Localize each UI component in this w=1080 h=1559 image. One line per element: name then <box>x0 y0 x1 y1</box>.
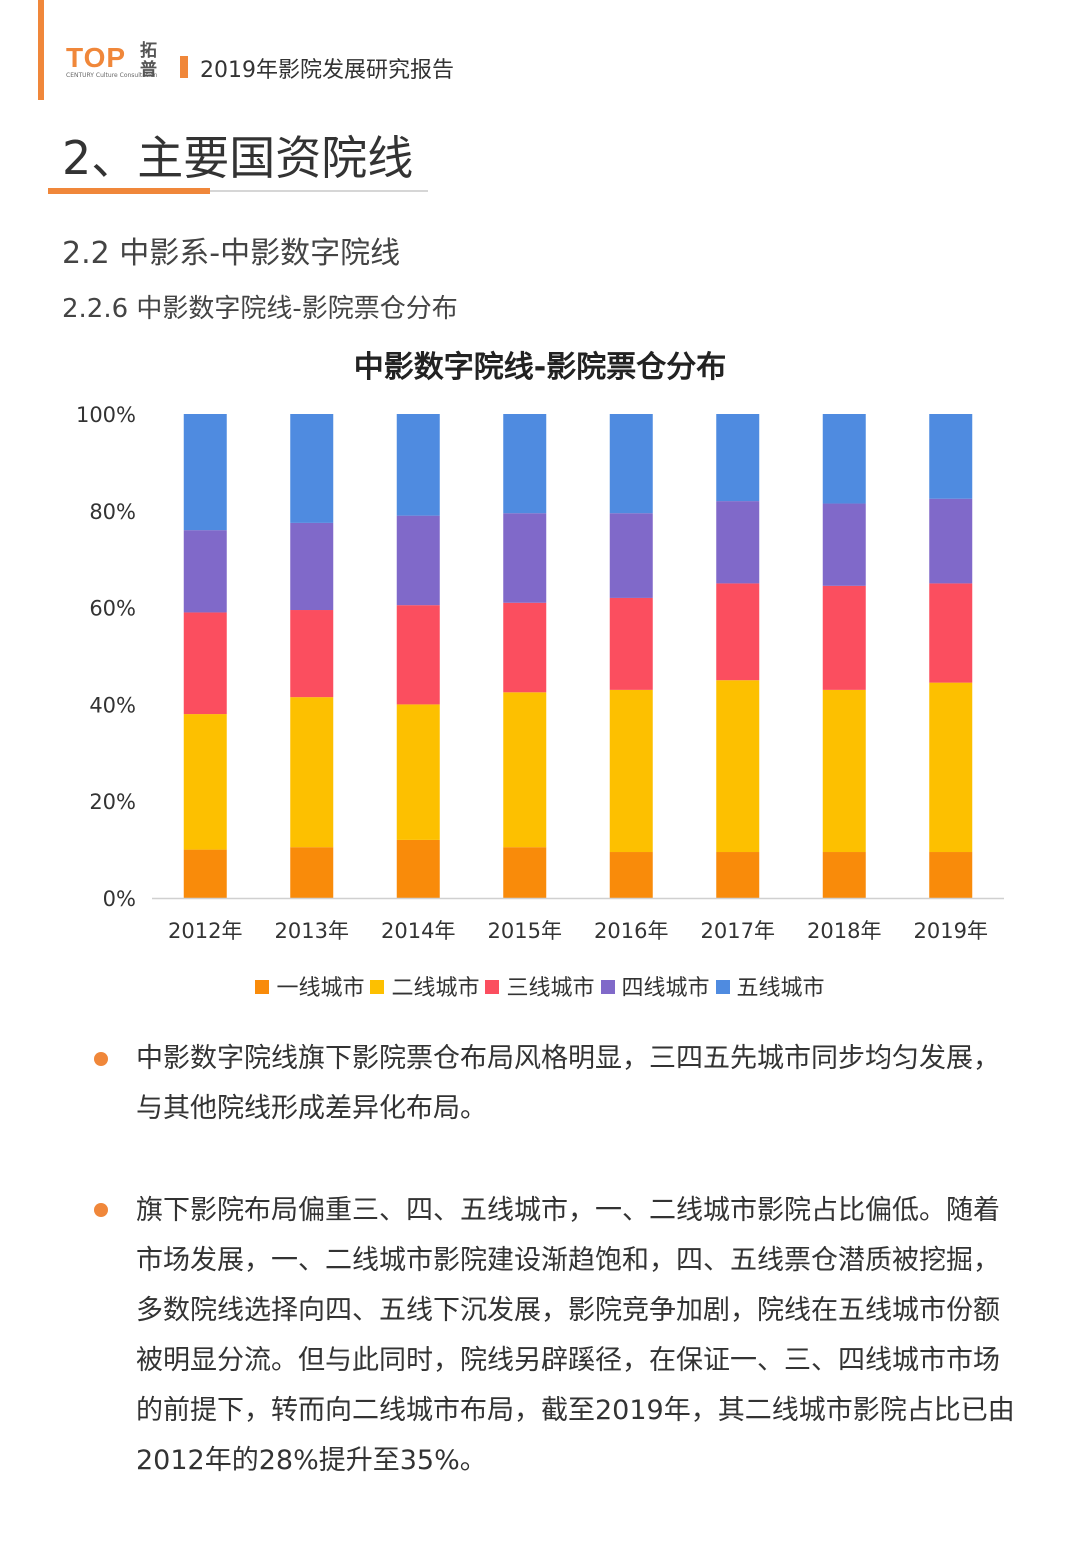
bar-segment <box>929 583 973 683</box>
legend-label: 三线城市 <box>506 976 595 1001</box>
bar-segment <box>929 852 973 898</box>
bar-segment <box>503 692 547 848</box>
bar-segment <box>929 682 973 853</box>
bar-segment <box>822 852 866 898</box>
bar-segment <box>609 597 653 690</box>
bar-segment <box>290 697 334 848</box>
chart-legend: 一线城市 二线城市 三线城市 四线城市 五线城市 <box>0 970 1080 1002</box>
section-subtitle: 2.2 中影系-中影数字院线 <box>62 236 401 271</box>
bar-segment <box>716 583 760 681</box>
legend-swatch <box>715 980 730 994</box>
legend-label: 二线城市 <box>391 976 480 1001</box>
bar-segment <box>503 414 547 514</box>
bar-segment <box>396 515 440 606</box>
legend-swatch <box>370 980 385 994</box>
legend-item: 五线城市 <box>715 970 825 1002</box>
section-subsubtitle: 2.2.6 中影数字院线-影院票仓分布 <box>62 294 458 324</box>
bar-segment <box>609 852 653 898</box>
bar-segment <box>396 605 440 705</box>
bar-segment <box>716 414 760 502</box>
legend-label: 一线城市 <box>276 976 365 1001</box>
y-tick-label: 80% <box>89 500 136 524</box>
logo-subtitle: CENTURY Culture Consultation <box>66 72 158 79</box>
x-tick-label: 2016年 <box>594 919 668 943</box>
bar-segment <box>609 689 653 853</box>
bullet-dot-2 <box>94 1203 108 1217</box>
bar-segment <box>822 689 866 853</box>
chart-title: 中影数字院线-影院票仓分布 <box>353 350 727 385</box>
bar-segment <box>290 522 334 611</box>
bar-segment <box>396 704 440 840</box>
y-tick-label: 20% <box>89 790 136 814</box>
bar-segment <box>290 414 334 523</box>
bullet-text-1: 中影数字院线旗下影院票仓布局风格明显，三四五先城市同步均匀发展，与其他院线形成差… <box>136 1043 1000 1124</box>
y-tick-label: 100% <box>76 403 136 427</box>
bar-segment <box>290 847 334 898</box>
bar-segment <box>822 585 866 690</box>
y-tick-label: 60% <box>89 597 136 621</box>
report-title: 2019年影院发展研究报告 <box>200 58 454 83</box>
bar-segment <box>183 849 227 898</box>
bar-segment <box>183 714 227 850</box>
logo-cn: 拓普 <box>140 41 157 80</box>
y-tick-label: 0% <box>103 887 136 911</box>
bar-segment <box>503 847 547 898</box>
bar-segment <box>822 414 866 504</box>
bar-segment <box>716 852 760 898</box>
legend-swatch <box>600 980 615 994</box>
x-tick-label: 2015年 <box>488 919 562 943</box>
legend-label: 四线城市 <box>621 976 710 1001</box>
bar-segment <box>503 513 547 603</box>
bar-segment <box>290 610 334 698</box>
legend-swatch <box>255 980 270 994</box>
legend-item: 二线城市 <box>370 970 479 1002</box>
bar-segment <box>503 602 547 693</box>
y-tick-label: 40% <box>89 693 136 717</box>
bar-segment <box>609 414 653 514</box>
stacked-bar-chart: 0% 20% 40% 60% 80% 100% 2012年 2013年 2014年 2015年 20… <box>76 403 1004 943</box>
bar-segment <box>716 680 760 853</box>
header-accent-bar <box>38 0 44 100</box>
bullet-dot-1 <box>94 1052 108 1066</box>
header-title-marker <box>180 56 188 78</box>
bar-segment <box>609 513 653 598</box>
legend-item: 三线城市 <box>485 970 595 1002</box>
x-tick-label: 2012年 <box>168 919 242 943</box>
bullet-text-2: 旗下影院布局偏重三、四、五线城市，一、二线城市影院占比偏低。随着市场发展，一、二… <box>136 1195 1015 1476</box>
bar-segment <box>183 414 227 531</box>
bar-segment <box>183 612 227 715</box>
bar-segment <box>822 503 866 586</box>
bar-segment <box>396 414 440 516</box>
bar-segment <box>716 501 760 584</box>
legend-label: 五线城市 <box>736 976 825 1001</box>
legend-item: 一线城市 <box>255 970 364 1002</box>
brand-logo: TOP CENTURY Culture Consultation 拓普 <box>66 42 166 82</box>
logo-text: TOP <box>66 42 127 73</box>
bar-segment <box>396 839 440 898</box>
section-title: 2、主要国资院线 <box>62 131 414 185</box>
section-underline <box>48 190 428 192</box>
x-tick-label: 2018年 <box>807 919 881 943</box>
bar-segment <box>183 530 227 613</box>
legend-swatch <box>485 980 500 994</box>
x-tick-label: 2014年 <box>381 919 455 943</box>
bar-segment <box>929 414 973 499</box>
bar-segment <box>929 498 973 584</box>
x-tick-label: 2019年 <box>914 919 988 943</box>
legend-item: 四线城市 <box>600 970 710 1002</box>
x-tick-label: 2013年 <box>275 919 349 943</box>
section-underline-accent <box>48 188 210 194</box>
x-tick-label: 2017年 <box>701 919 775 943</box>
